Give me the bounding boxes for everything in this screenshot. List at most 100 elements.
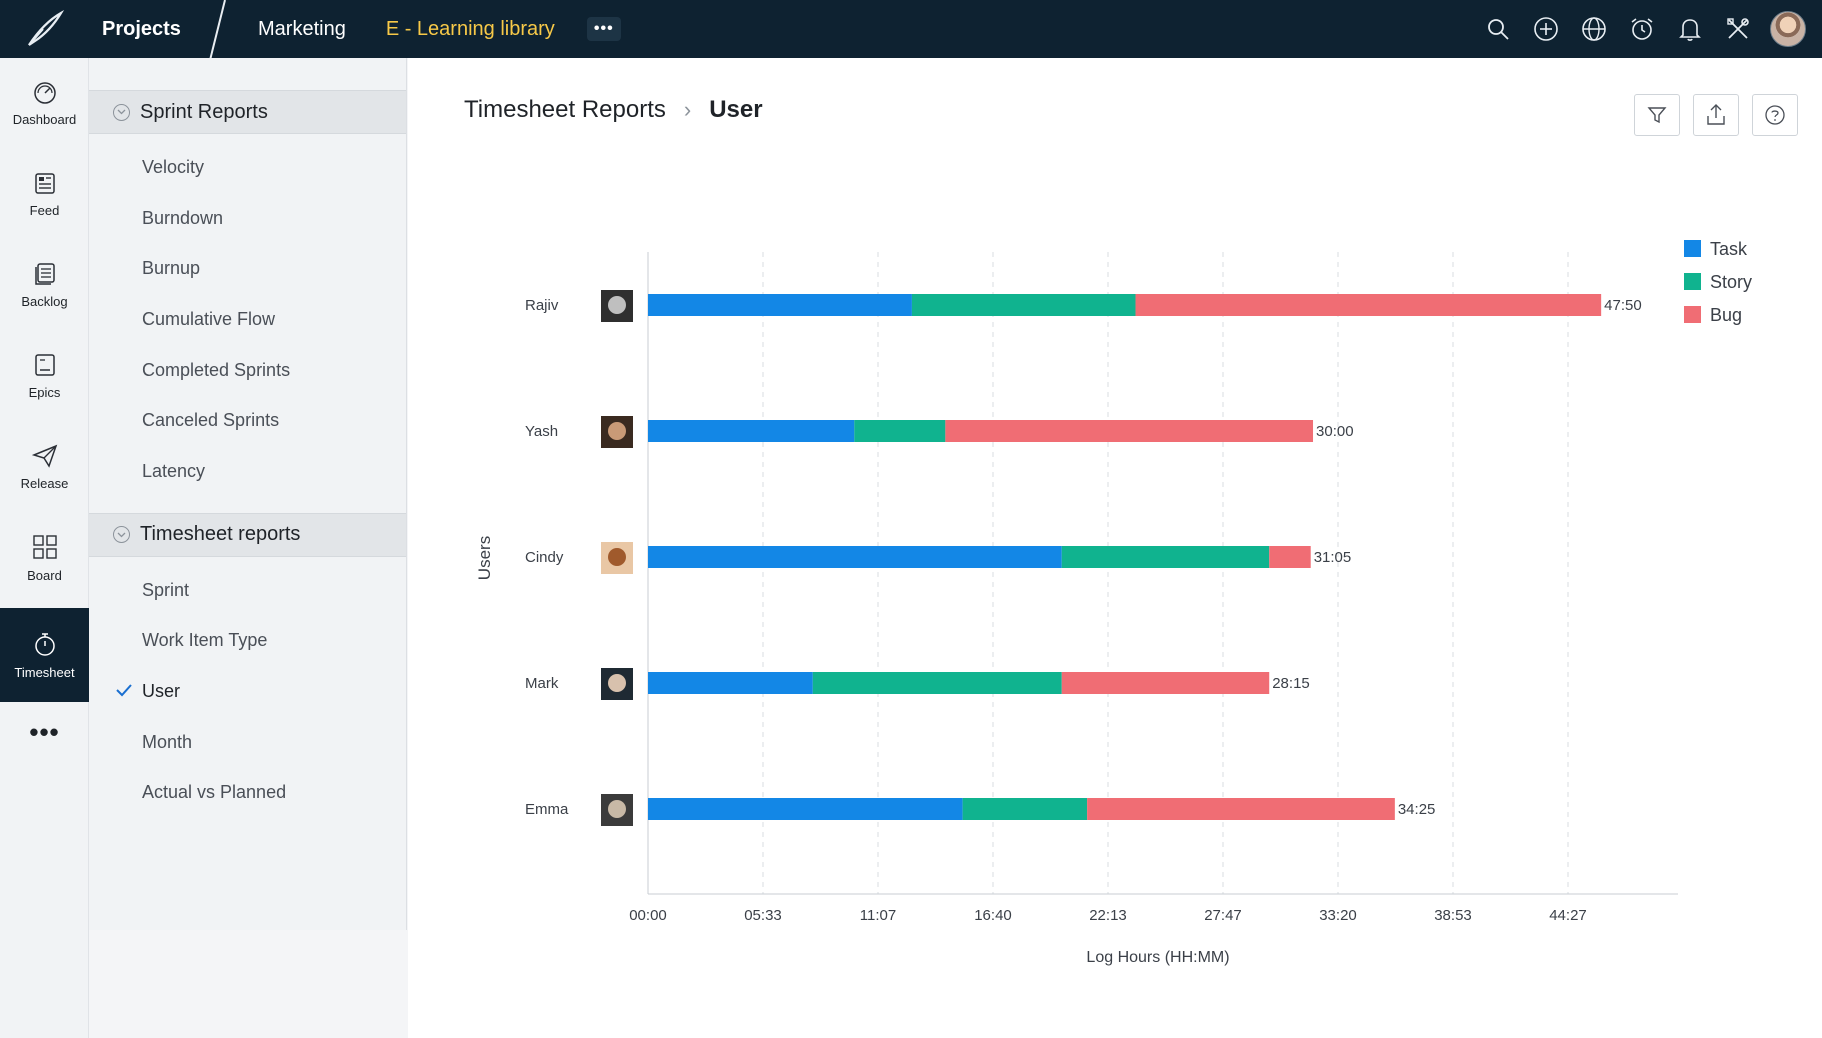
bar-total-label: 28:15 — [1272, 675, 1310, 692]
bar-segment-story — [812, 672, 1062, 694]
legend-swatch-task — [1684, 240, 1701, 257]
bar-total-label: 30:00 — [1316, 423, 1354, 440]
legend-label-task: Task — [1710, 239, 1748, 259]
projects-link[interactable]: Projects — [102, 17, 181, 40]
user-label: Cindy — [525, 549, 564, 566]
more-projects-button[interactable]: ••• — [586, 17, 621, 41]
module-rail: Dashboard Feed Backlog Epics Release Boa… — [0, 58, 89, 1038]
breadcrumb-root[interactable]: Timesheet Reports — [464, 96, 666, 123]
top-icon-group — [1474, 0, 1806, 58]
bar-segment-bug — [945, 420, 1314, 442]
x-tick-label: 33:20 — [1319, 907, 1357, 924]
user-avatar-face — [608, 548, 626, 566]
x-tick-label: 27:47 — [1204, 907, 1242, 924]
legend-label-story: Story — [1710, 272, 1752, 292]
checkmark-icon — [116, 684, 132, 697]
bar-segment-story — [911, 294, 1136, 316]
report-content: Timesheet Reports › User 00:00 05:33 11:07… — [408, 58, 1822, 1038]
user-avatar-face — [608, 296, 626, 314]
section-sprint-reports[interactable]: Sprint Reports — [89, 90, 406, 134]
breadcrumb-current: User — [709, 96, 763, 123]
section-timesheet-reports[interactable]: Timesheet reports — [89, 512, 406, 557]
globe-icon[interactable] — [1570, 0, 1618, 58]
user-avatar[interactable] — [1770, 11, 1806, 47]
rail-item-release[interactable]: Release — [0, 422, 89, 513]
report-toolbar — [1621, 94, 1798, 136]
user-avatar-face — [608, 674, 626, 692]
report-item-completed-sprints[interactable]: Completed Sprints — [142, 359, 291, 380]
rail-label: Epics — [28, 385, 61, 400]
x-tick-label: 11:07 — [860, 907, 896, 924]
x-tick-label: 22:13 — [1089, 907, 1127, 924]
x-tick-label: 44:27 — [1549, 907, 1587, 924]
bar-segment-bug — [1269, 546, 1311, 568]
chevron-down-icon — [113, 103, 130, 121]
filter-icon — [1647, 107, 1667, 124]
search-icon[interactable] — [1474, 0, 1522, 58]
rail-more-button[interactable]: ••• — [29, 716, 60, 747]
bell-icon[interactable] — [1666, 0, 1714, 58]
tab-e-learning-library[interactable]: E - Learning library — [385, 17, 555, 40]
breadcrumb: Timesheet Reports › User — [464, 96, 763, 124]
user-label: Yash — [525, 423, 558, 440]
nav-divider — [210, 0, 240, 58]
report-item-latency[interactable]: Latency — [142, 460, 206, 481]
report-item-cumulative-flow[interactable]: Cumulative Flow — [142, 308, 276, 329]
user-label: Emma — [525, 801, 569, 818]
board-icon — [32, 535, 57, 559]
bar-segment-bug — [1135, 294, 1602, 316]
y-axis-label: Users — [475, 536, 494, 580]
report-item-actual-vs-planned[interactable]: Actual vs Planned — [142, 782, 287, 803]
user-timesheet-chart: 00:00 05:33 11:07 16:40 22:13 27:47 33:20 38:53… — [475, 239, 1752, 966]
add-icon[interactable] — [1522, 0, 1570, 58]
report-item-burnup[interactable]: Burnup — [142, 258, 201, 279]
rail-item-feed[interactable]: Feed — [0, 149, 89, 240]
bar-segment-bug — [1061, 672, 1270, 694]
report-sidebar: Sprint Reports Velocity Burndown Burnup … — [89, 58, 407, 930]
filter-button[interactable] — [1634, 94, 1680, 136]
bar-total-label: 34:25 — [1398, 801, 1436, 818]
rail-label: Release — [20, 476, 69, 491]
tools-icon[interactable] — [1714, 0, 1762, 58]
report-item-velocity[interactable]: Velocity — [142, 156, 205, 177]
rail-item-backlog[interactable]: Backlog — [0, 240, 89, 331]
x-tick-label: 00:00 — [629, 907, 667, 924]
bar-segment-story — [962, 798, 1088, 820]
legend-swatch-story — [1684, 273, 1701, 290]
report-item-user[interactable]: User — [89, 666, 406, 717]
report-item-burndown[interactable]: Burndown — [142, 207, 224, 228]
help-button[interactable] — [1752, 94, 1798, 136]
bar-segment-task — [648, 672, 813, 694]
x-tick-label: 16:40 — [974, 907, 1012, 924]
report-item-sprint[interactable]: Sprint — [142, 579, 190, 600]
gauge-icon — [33, 82, 56, 104]
report-item-work-item-type[interactable]: Work Item Type — [142, 630, 268, 651]
rail-item-dashboard[interactable]: Dashboard — [0, 58, 89, 149]
bar-segment-task — [648, 798, 963, 820]
report-item-label: User — [142, 681, 181, 702]
rail-item-timesheet[interactable]: Timesheet — [0, 608, 89, 702]
export-button[interactable] — [1693, 94, 1739, 136]
rail-label: Backlog — [21, 294, 68, 309]
backlog-icon — [34, 263, 55, 285]
rail-item-epics[interactable]: Epics — [0, 331, 89, 422]
bar-total-label: 31:05 — [1314, 549, 1352, 566]
user-avatar-face — [608, 800, 626, 818]
report-item-canceled-sprints[interactable]: Canceled Sprints — [142, 410, 280, 431]
rail-label: Timesheet — [14, 664, 75, 680]
bar-segment-task — [648, 294, 912, 316]
alarm-icon[interactable] — [1618, 0, 1666, 58]
help-icon — [1765, 105, 1785, 125]
rail-label: Dashboard — [12, 112, 77, 127]
section-title: Sprint Reports — [140, 100, 268, 123]
feed-icon — [34, 173, 55, 194]
rail-item-board[interactable]: Board — [0, 513, 89, 604]
bar-segment-story — [854, 420, 946, 442]
tab-marketing[interactable]: Marketing — [258, 17, 346, 40]
x-axis-label: Log Hours (HH:MM) — [1086, 949, 1229, 966]
bar-total-label: 47:50 — [1604, 297, 1642, 314]
brand-quill-icon[interactable] — [0, 0, 88, 58]
rail-label: Feed — [29, 203, 60, 218]
report-item-month[interactable]: Month — [142, 731, 193, 752]
user-avatar-face — [608, 422, 626, 440]
